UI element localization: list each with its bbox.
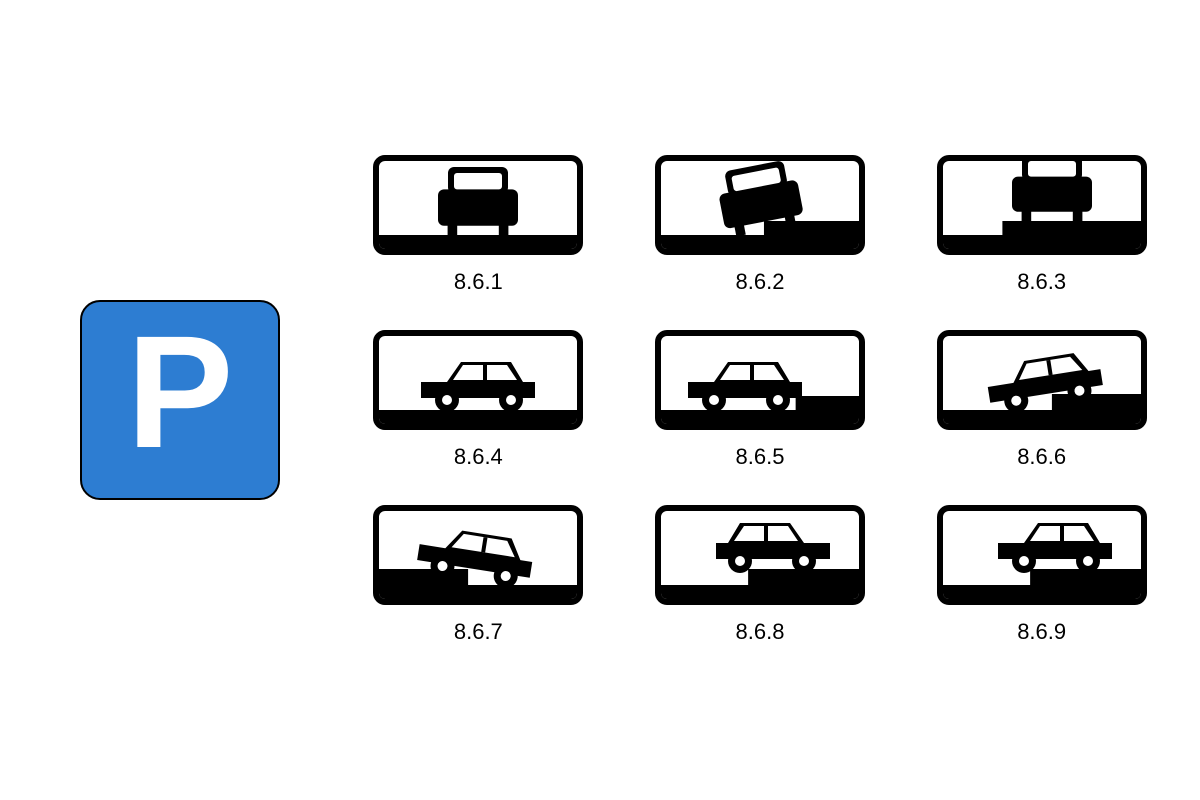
sign-cell: 8.6.6 [923, 330, 1160, 470]
sign-label: 8.6.4 [454, 444, 503, 470]
sign-label: 8.6.9 [1017, 619, 1066, 645]
sign-label: 8.6.7 [454, 619, 503, 645]
sign-plate-8-6-7 [373, 505, 583, 605]
sign-plate-8-6-2 [655, 155, 865, 255]
sign-label: 8.6.5 [736, 444, 785, 470]
sign-cell: 8.6.1 [360, 155, 597, 295]
sign-plate-8-6-8 [655, 505, 865, 605]
sign-cell: 8.6.3 [923, 155, 1160, 295]
sign-plate-8-6-6 [937, 330, 1147, 430]
sign-label: 8.6.2 [736, 269, 785, 295]
sign-plate-8-6-5 [655, 330, 865, 430]
parking-letter: P [127, 312, 234, 472]
sign-cell: 8.6.8 [642, 505, 879, 645]
sign-plate-8-6-3 [937, 155, 1147, 255]
sign-grid: 8.6.1 8.6.2 8.6.3 [360, 135, 1160, 665]
sign-cell: 8.6.5 [642, 330, 879, 470]
parking-sign: P [80, 300, 280, 500]
sign-cell: 8.6.2 [642, 155, 879, 295]
sign-label: 8.6.3 [1017, 269, 1066, 295]
sign-label: 8.6.8 [736, 619, 785, 645]
sign-cell: 8.6.9 [923, 505, 1160, 645]
sign-cell: 8.6.7 [360, 505, 597, 645]
sign-label: 8.6.6 [1017, 444, 1066, 470]
sign-plate-8-6-4 [373, 330, 583, 430]
sign-plate-8-6-9 [937, 505, 1147, 605]
sign-label: 8.6.1 [454, 269, 503, 295]
sign-plate-8-6-1 [373, 155, 583, 255]
sign-cell: 8.6.4 [360, 330, 597, 470]
parking-sign-section: P [40, 300, 320, 500]
